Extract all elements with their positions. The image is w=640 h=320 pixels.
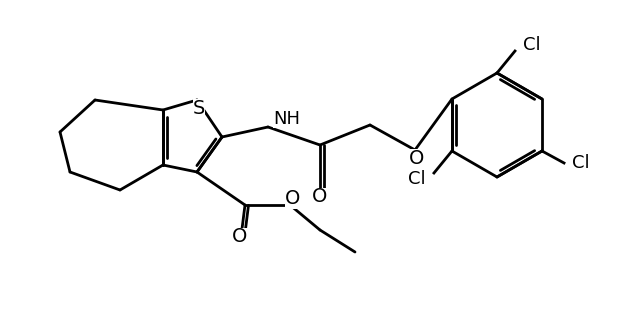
Text: O: O <box>285 189 301 209</box>
Text: S: S <box>193 99 205 117</box>
Text: O: O <box>312 188 328 206</box>
Text: NH: NH <box>273 110 300 128</box>
Text: Cl: Cl <box>523 36 541 54</box>
Text: O: O <box>232 228 248 246</box>
Text: Cl: Cl <box>572 154 589 172</box>
Text: Cl: Cl <box>408 170 426 188</box>
Text: O: O <box>410 148 425 167</box>
